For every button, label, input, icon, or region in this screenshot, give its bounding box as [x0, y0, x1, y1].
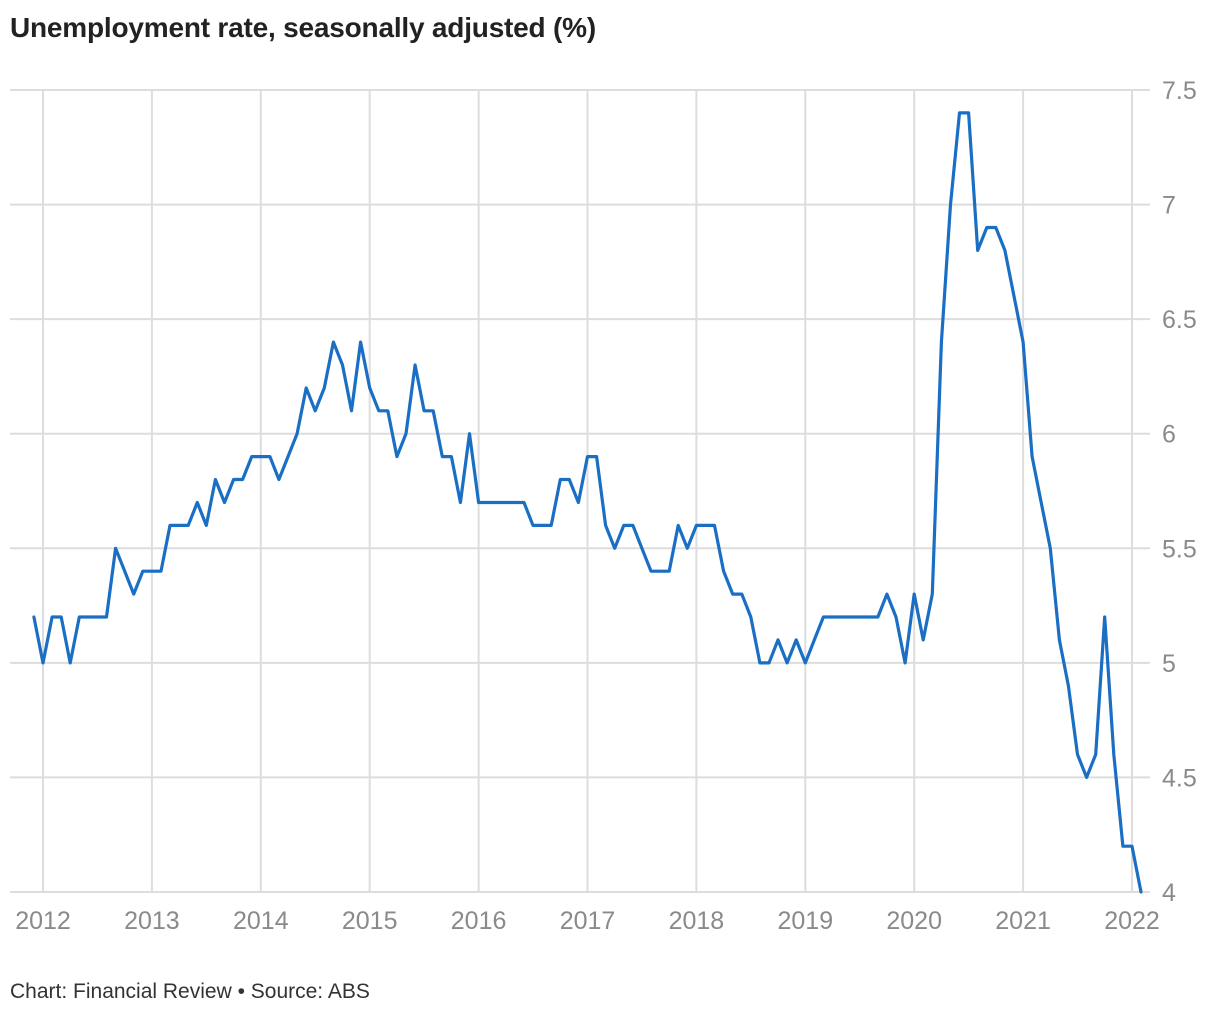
grid — [10, 89, 1150, 893]
x-tick-label: 2012 — [15, 907, 71, 935]
y-tick-label: 5.5 — [1162, 535, 1197, 563]
x-tick-label: 2018 — [669, 907, 725, 935]
x-tick-label: 2014 — [233, 907, 289, 935]
y-tick-label: 6 — [1162, 421, 1176, 449]
y-tick-label: 4 — [1162, 879, 1176, 907]
series-line-0 — [32, 111, 1143, 894]
y-tick-label: 5 — [1162, 650, 1176, 678]
x-tick-label: 2020 — [886, 907, 942, 935]
x-tick-label: 2016 — [451, 907, 507, 935]
x-tick-label: 2013 — [124, 907, 180, 935]
x-tick-label: 2021 — [995, 907, 1051, 935]
x-tick-label: 2017 — [560, 907, 616, 935]
y-tick-label: 6.5 — [1162, 306, 1197, 334]
series-layer — [32, 111, 1143, 894]
x-tick-label: 2019 — [777, 907, 833, 935]
y-tick-label: 7 — [1162, 192, 1176, 220]
chart-source: Chart: Financial Review • Source: ABS — [10, 980, 370, 1003]
tick-labels: 4 4.5 5 5.5 6 6.5 7 7.5 2012 2013 2014 2015 2016 2017… — [15, 77, 1197, 935]
x-tick-label: 2015 — [342, 907, 398, 935]
y-tick-label: 4.5 — [1162, 764, 1197, 792]
y-tick-label: 7.5 — [1162, 77, 1197, 105]
x-tick-label: 2022 — [1104, 907, 1160, 935]
chart-title: Unemployment rate, seasonally adjusted (… — [10, 12, 596, 43]
